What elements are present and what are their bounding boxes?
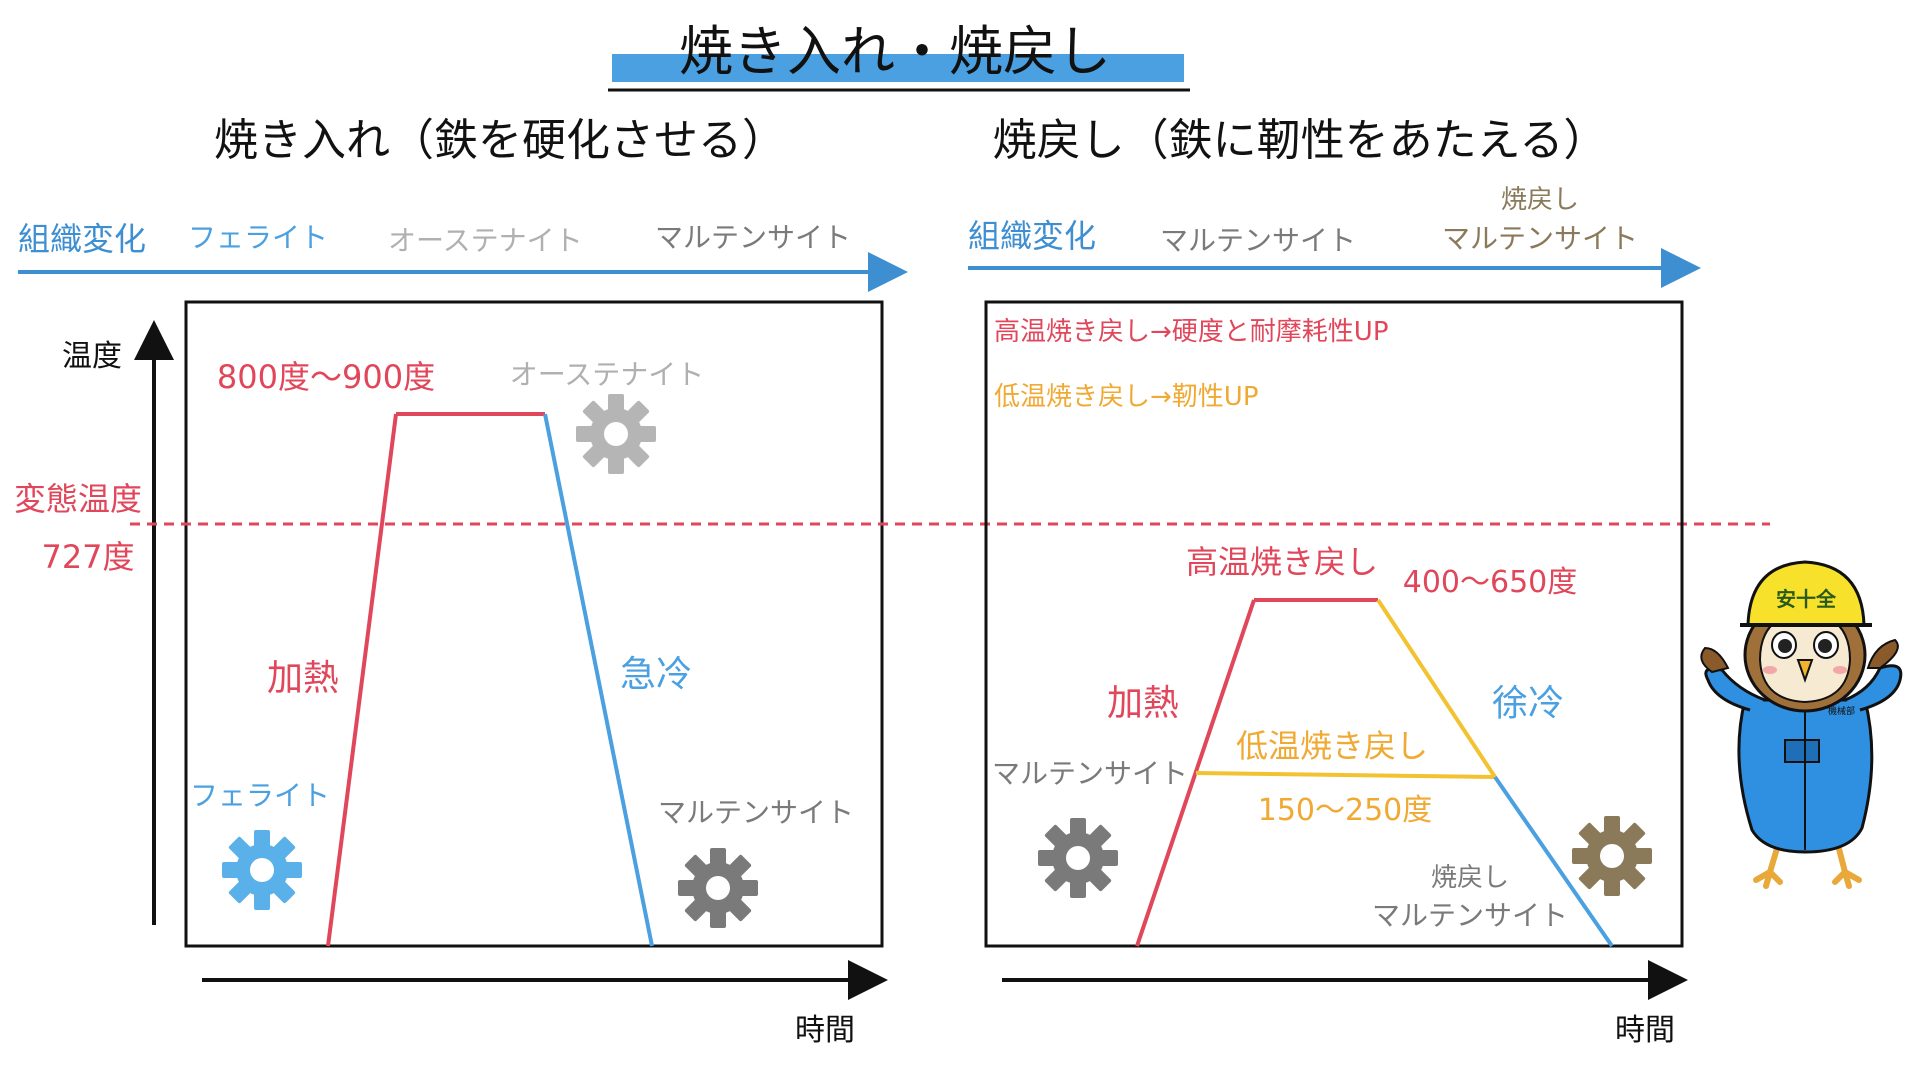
right-heating-label: 加熱 xyxy=(1107,683,1179,724)
left-chart-frame xyxy=(184,300,884,948)
mascot-left-hand xyxy=(1700,646,1730,674)
transformation-label: 変態温度 xyxy=(14,480,142,518)
gear-icon xyxy=(1572,816,1652,896)
mascot-right-eye xyxy=(1818,639,1832,653)
left-peak-phase: オーステナイト xyxy=(510,358,705,391)
mascot-beak xyxy=(1796,659,1814,684)
mascot-left-eye xyxy=(1778,639,1792,653)
mascot-right-hand xyxy=(1866,638,1899,669)
left-stage-ferrite: フェライト xyxy=(188,221,328,254)
right-high-range: 400〜650度 xyxy=(1403,565,1578,600)
right-stage-tempered-line1: 焼戻し xyxy=(1501,185,1579,215)
left-heating-line xyxy=(326,413,398,947)
left-y-axis-label: 温度 xyxy=(62,339,122,374)
right-start-phase: マルテンサイト xyxy=(992,757,1188,790)
right-low-range: 150〜250度 xyxy=(1258,793,1433,828)
right-cooling-label: 徐冷 xyxy=(1492,683,1564,724)
gear-icon xyxy=(576,394,656,474)
right-x-axis-label: 時間 xyxy=(1615,1013,1675,1048)
mascot-left-arm xyxy=(1704,667,1766,712)
gear-icon xyxy=(1038,818,1118,898)
title-highlight xyxy=(612,54,1184,82)
gear-icon xyxy=(678,848,758,928)
left-start-phase: フェライト xyxy=(190,779,330,812)
left-stage-austenite: オーステナイト xyxy=(388,224,583,257)
transformation-value: 727度 xyxy=(41,538,134,576)
mascot-illustration: 機械部 安十全 xyxy=(1700,560,1903,889)
mascot-helmet xyxy=(1746,560,1866,627)
left-cooling-line xyxy=(543,413,654,947)
left-heating-label: 加熱 xyxy=(267,658,339,699)
right-slow-cooling-line xyxy=(1493,775,1614,948)
right-structure-label: 組織変化 xyxy=(968,217,1096,255)
right-low-hold-line xyxy=(1195,771,1496,779)
right-high-cooling-line xyxy=(1376,598,1497,779)
left-structure-label: 組織変化 xyxy=(18,220,146,258)
gear-icon xyxy=(222,830,302,910)
right-note-low: 低温焼き戻し→靭性UP xyxy=(994,382,1259,412)
right-heading: 焼戻し（鉄に靭性をあたえる） xyxy=(993,115,1608,166)
mascot-right-arm xyxy=(1844,664,1903,712)
right-heating-line xyxy=(1135,599,1256,947)
mascot-pocket xyxy=(1784,739,1820,763)
mascot-badge: 機械部 xyxy=(1828,705,1855,717)
mascot-feet xyxy=(1753,842,1862,889)
right-end-phase-line2: マルテンサイト xyxy=(1372,899,1568,932)
right-note-high: 高温焼き戻し→硬度と耐摩耗性UP xyxy=(994,317,1389,347)
left-end-phase: マルテンサイト xyxy=(658,796,854,829)
left-stage-martensite: マルテンサイト xyxy=(655,221,851,254)
left-peak-temp: 800度〜900度 xyxy=(217,358,435,396)
right-stage-tempered-line2: マルテンサイト xyxy=(1442,222,1638,255)
left-heading: 焼き入れ（鉄を硬化させる） xyxy=(214,115,786,166)
right-chart-frame xyxy=(984,300,1684,948)
right-stage-martensite: マルテンサイト xyxy=(1160,224,1356,257)
mascot-helmet-text: 安十全 xyxy=(1776,587,1837,611)
page-title: 焼き入れ・焼戻し xyxy=(679,20,1111,83)
left-cooling-label: 急冷 xyxy=(620,654,692,695)
right-end-phase-line1: 焼戻し xyxy=(1431,863,1509,893)
right-high-label: 高温焼き戻し xyxy=(1186,543,1378,581)
right-low-label: 低温焼き戻し xyxy=(1236,727,1428,765)
left-x-axis-label: 時間 xyxy=(795,1013,855,1048)
